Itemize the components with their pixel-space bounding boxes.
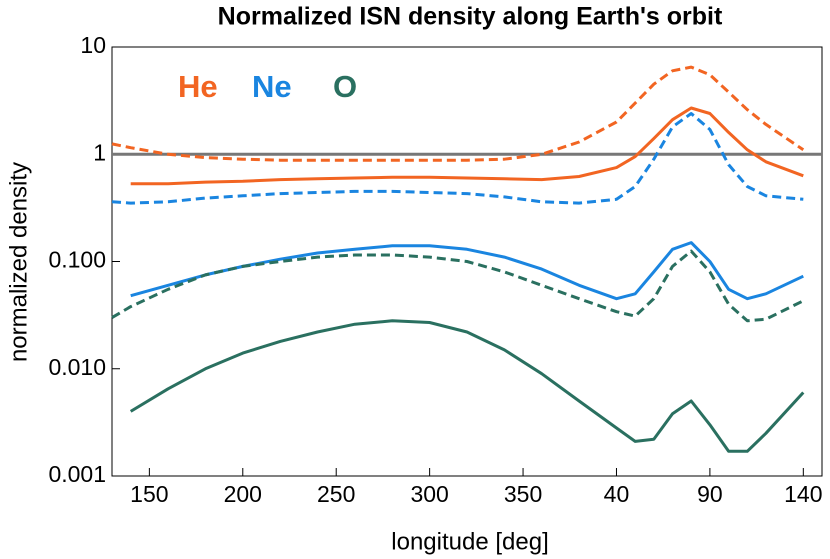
x-tick-label: 140 (784, 481, 822, 507)
legend-entry: He (178, 69, 218, 104)
x-tick-label: 200 (224, 481, 262, 507)
y-axis-label: normalized density (5, 162, 32, 362)
y-tick-label: 1 (93, 139, 106, 165)
series-line (130, 241, 804, 301)
x-tick-label: 40 (604, 481, 630, 507)
y-tick-label: 0.100 (48, 247, 106, 273)
x-tick-label: 250 (317, 481, 355, 507)
y-tick-label: 10 (80, 32, 106, 58)
y-tick-label: 0.010 (48, 354, 106, 380)
series-line (111, 249, 804, 323)
legend-entry: Ne (252, 69, 292, 104)
series-line (130, 106, 804, 186)
series-line (111, 65, 805, 162)
x-tick-label: 350 (504, 481, 542, 507)
series-line (129, 319, 805, 453)
series-line (111, 112, 804, 205)
x-axis-label: longitude [deg] (391, 528, 548, 555)
x-tick-label: 300 (410, 481, 448, 507)
legend-entry: O (333, 69, 357, 104)
y-tick-label: 0.001 (48, 461, 106, 487)
x-tick-label: 90 (697, 481, 723, 507)
x-tick-label: 150 (130, 481, 168, 507)
chart-title: Normalized ISN density along Earth's orb… (218, 3, 723, 31)
